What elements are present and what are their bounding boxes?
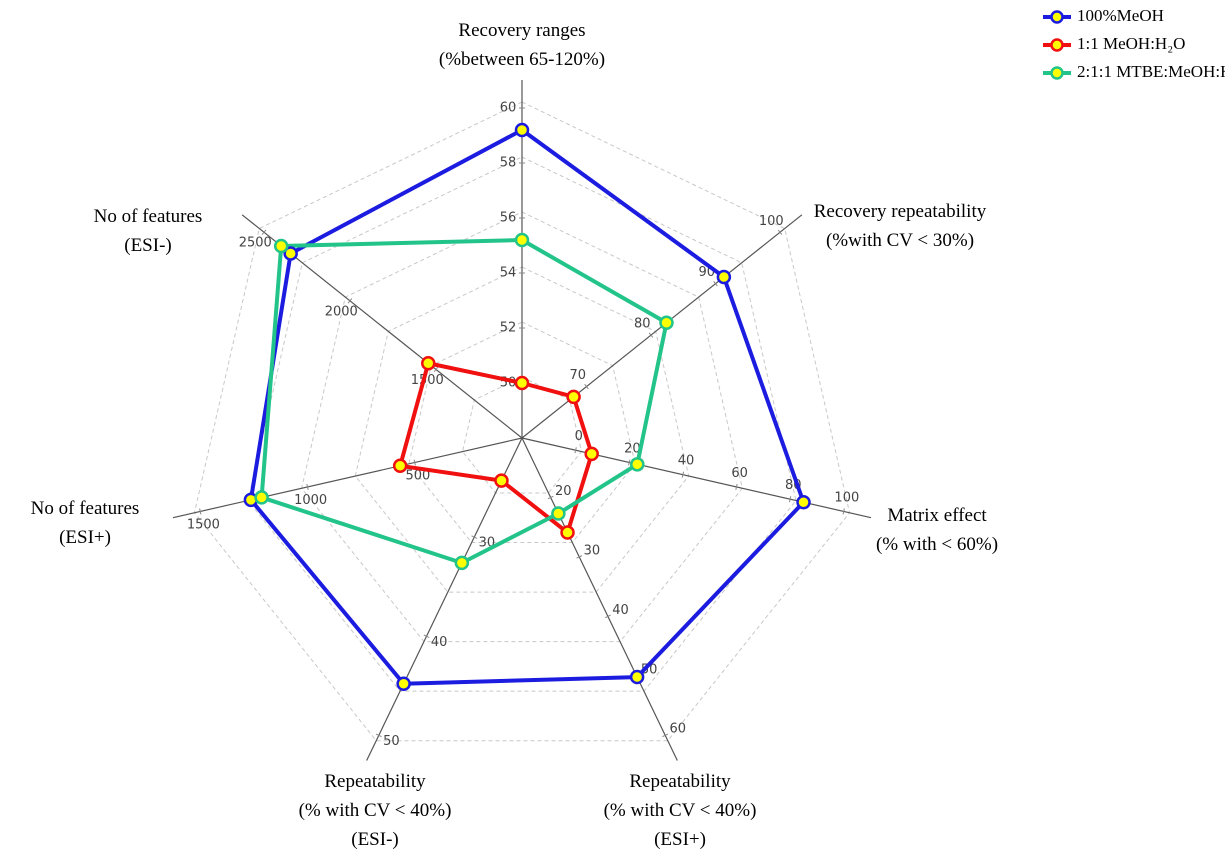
- series-line: [259, 238, 669, 565]
- marker: [392, 458, 408, 474]
- marker: [566, 389, 581, 405]
- grid-ring: [408, 321, 636, 544]
- tick-label: 30: [584, 543, 601, 558]
- tick-mark: [199, 508, 202, 515]
- tick-mark: [347, 298, 353, 304]
- tick-label: 20: [624, 441, 641, 456]
- grid-ring: [461, 376, 583, 494]
- tick-label: 60: [670, 722, 687, 737]
- marker: [630, 457, 645, 472]
- marker: [514, 375, 530, 391]
- tick-mark: [584, 383, 589, 390]
- marker: [716, 269, 732, 285]
- tick-label: 54: [500, 266, 517, 281]
- axis-title: Matrix effect (% with < 60%): [876, 505, 998, 555]
- marker: [396, 676, 411, 692]
- tick-label: 2500: [239, 236, 272, 251]
- legend-label: 2:1:1 MTBE:MeOH:H₂O: [1077, 62, 1225, 81]
- tick-label: 1500: [187, 518, 220, 533]
- axis-title: Recovery repeatability (%with CV < 30%): [814, 201, 987, 251]
- axis-line: [521, 437, 872, 519]
- axis-line: [366, 437, 523, 761]
- tick-mark: [423, 634, 430, 638]
- marker: [796, 495, 811, 510]
- marker: [421, 355, 436, 371]
- legend-marker: [1050, 10, 1064, 24]
- tick-mark: [306, 483, 309, 490]
- tick-label: 40: [612, 603, 629, 618]
- tick-mark: [574, 447, 577, 454]
- tick-label: 58: [500, 156, 517, 171]
- marker: [514, 232, 530, 248]
- tick-label: 2000: [325, 304, 358, 319]
- tick-mark: [576, 555, 583, 559]
- tick-label: 50: [383, 734, 400, 749]
- marker: [514, 122, 530, 138]
- tick-label: 52: [500, 321, 517, 336]
- tick-mark: [842, 508, 845, 515]
- marker: [283, 246, 298, 261]
- tick-mark: [777, 229, 783, 235]
- tick-mark: [604, 614, 611, 619]
- tick-mark: [433, 366, 439, 373]
- tick-mark: [713, 281, 718, 287]
- marker: [551, 506, 566, 521]
- legend-label: 1:1 MeOH:H₂O: [1077, 34, 1185, 53]
- tick-mark: [648, 332, 654, 338]
- axis-line: [172, 437, 523, 519]
- marker: [584, 446, 599, 462]
- axis-title: Repeatability (% with CV < 40%) (ESI-): [299, 771, 452, 850]
- marker: [659, 315, 674, 331]
- legend-label: 100%MeOH: [1077, 6, 1164, 25]
- marker: [273, 238, 289, 254]
- tick-label: 60: [500, 101, 517, 116]
- marker: [560, 525, 575, 540]
- tick-mark: [375, 733, 382, 738]
- marker: [454, 555, 470, 571]
- axis-title: No of features (ESI-): [94, 206, 203, 256]
- tick-mark: [662, 733, 669, 738]
- axis-title: Repeatability (% with CV < 40%) (ESI+): [604, 771, 757, 850]
- tick-label: 40: [678, 454, 695, 469]
- tick-label: 20: [555, 484, 572, 499]
- axis-line: [521, 437, 678, 761]
- tick-label: 1500: [411, 373, 444, 388]
- tick-label: 0: [575, 429, 583, 444]
- axis-title: Recovery ranges (%between 65-120%): [439, 20, 605, 70]
- series-line: [398, 361, 594, 535]
- tick-label: 500: [405, 469, 430, 484]
- tick-mark: [413, 459, 416, 466]
- tick-label: 80: [634, 317, 651, 332]
- tick-label: 70: [569, 368, 586, 383]
- tick-mark: [628, 459, 631, 466]
- tick-mark: [471, 535, 478, 539]
- tick-label: 40: [431, 635, 448, 650]
- axis-title: No of features (ESI+): [31, 498, 140, 548]
- tick-label: 60: [731, 466, 748, 481]
- marker: [629, 669, 645, 685]
- grid-ring: [247, 156, 797, 692]
- series-line: [248, 128, 806, 686]
- tick-mark: [735, 483, 738, 490]
- marker: [254, 490, 269, 505]
- tick-mark: [261, 229, 267, 235]
- legend-marker: [1050, 66, 1064, 80]
- tick-label: 100: [759, 214, 784, 229]
- tick-label: 56: [500, 211, 517, 226]
- tick-mark: [788, 496, 792, 503]
- legend-marker: [1050, 38, 1064, 52]
- grid-ring: [354, 266, 690, 593]
- tick-mark: [681, 471, 685, 478]
- tick-label: 1000: [294, 493, 327, 508]
- tick-mark: [547, 495, 554, 500]
- grid-ring: [301, 211, 743, 643]
- tick-label: 100: [834, 490, 859, 505]
- marker: [494, 473, 509, 488]
